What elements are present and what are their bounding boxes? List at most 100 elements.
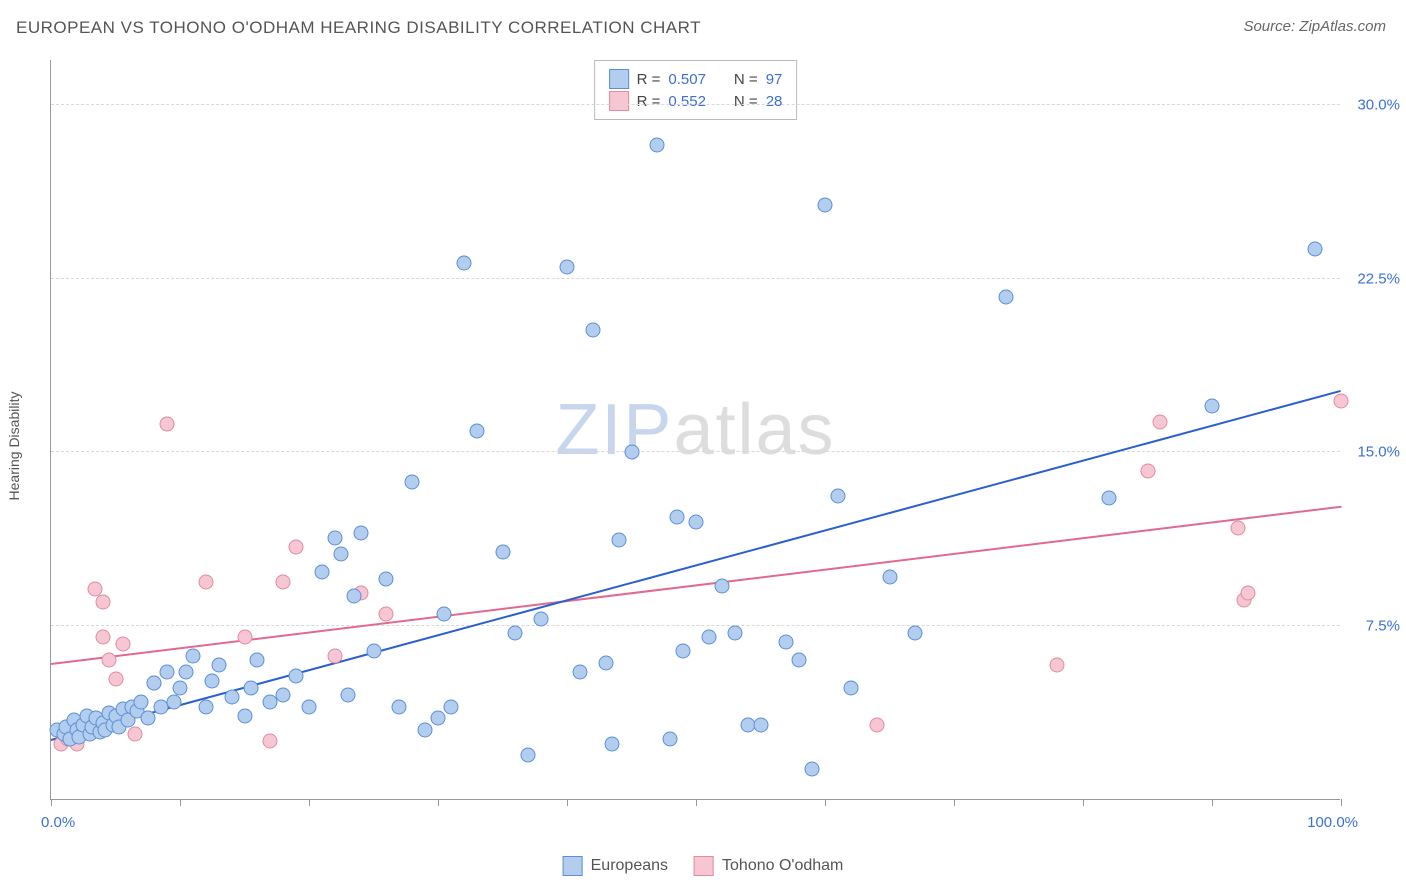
data-point-blue — [173, 681, 188, 696]
legend-swatch — [694, 856, 714, 876]
data-point-blue — [605, 736, 620, 751]
data-point-blue — [250, 653, 265, 668]
data-point-blue — [701, 630, 716, 645]
data-point-blue — [714, 579, 729, 594]
legend-r-value: 0.507 — [668, 71, 706, 88]
data-point-blue — [611, 533, 626, 548]
y-tick-label: 15.0% — [1345, 444, 1400, 461]
data-point-pink — [1334, 394, 1349, 409]
legend-swatch — [609, 91, 629, 111]
plot-area: ZIPatlas R =0.507N =97R =0.552N =28 0.0%… — [50, 60, 1340, 800]
series-legend-item: Europeans — [563, 856, 668, 876]
legend-n-label: N = — [734, 71, 758, 88]
x-axis-min-label: 0.0% — [41, 814, 75, 831]
data-point-pink — [108, 671, 123, 686]
data-point-pink — [1140, 463, 1155, 478]
series-legend-label: Europeans — [591, 857, 668, 875]
data-point-blue — [521, 748, 536, 763]
x-tick — [180, 799, 181, 806]
data-point-blue — [1308, 241, 1323, 256]
data-point-pink — [95, 595, 110, 610]
data-point-pink — [95, 630, 110, 645]
x-tick — [1212, 799, 1213, 806]
data-point-blue — [302, 699, 317, 714]
data-point-blue — [508, 625, 523, 640]
legend-n-value: 28 — [766, 93, 783, 110]
data-point-blue — [185, 648, 200, 663]
data-point-blue — [572, 664, 587, 679]
data-point-blue — [166, 694, 181, 709]
x-axis-max-label: 100.0% — [1307, 814, 1358, 831]
data-point-blue — [366, 644, 381, 659]
data-point-blue — [179, 664, 194, 679]
data-point-blue — [418, 722, 433, 737]
data-point-blue — [205, 674, 220, 689]
data-point-pink — [289, 539, 304, 554]
data-point-blue — [1205, 398, 1220, 413]
data-point-blue — [340, 687, 355, 702]
data-point-blue — [779, 634, 794, 649]
legend-r-label: R = — [637, 71, 661, 88]
data-point-blue — [443, 699, 458, 714]
data-point-pink — [327, 648, 342, 663]
data-point-pink — [1241, 586, 1256, 601]
data-point-pink — [379, 607, 394, 622]
data-point-blue — [431, 711, 446, 726]
data-point-blue — [160, 664, 175, 679]
data-point-blue — [998, 290, 1013, 305]
x-tick — [1083, 799, 1084, 806]
data-point-blue — [495, 544, 510, 559]
y-axis-title: Hearing Disability — [6, 392, 22, 501]
data-point-blue — [276, 687, 291, 702]
x-tick — [309, 799, 310, 806]
data-point-blue — [198, 699, 213, 714]
data-point-blue — [818, 197, 833, 212]
legend-r-value: 0.552 — [668, 93, 706, 110]
data-point-blue — [908, 625, 923, 640]
x-tick — [1341, 799, 1342, 806]
data-point-blue — [456, 255, 471, 270]
data-point-blue — [211, 657, 226, 672]
x-tick — [954, 799, 955, 806]
data-point-blue — [650, 137, 665, 152]
correlation-legend: R =0.507N =97R =0.552N =28 — [594, 60, 798, 120]
source-attribution: Source: ZipAtlas.com — [1243, 18, 1386, 35]
data-point-pink — [869, 718, 884, 733]
data-point-blue — [534, 611, 549, 626]
watermark: ZIPatlas — [555, 389, 835, 471]
data-point-blue — [237, 708, 252, 723]
data-point-pink — [1153, 415, 1168, 430]
data-point-blue — [753, 718, 768, 733]
series-legend: Europeans Tohono O'odham — [563, 856, 844, 876]
data-point-pink — [237, 630, 252, 645]
x-tick — [825, 799, 826, 806]
data-point-blue — [405, 475, 420, 490]
data-point-blue — [353, 526, 368, 541]
data-point-blue — [689, 514, 704, 529]
data-point-blue — [314, 565, 329, 580]
gridline — [51, 625, 1340, 626]
data-point-blue — [437, 607, 452, 622]
x-tick — [696, 799, 697, 806]
data-point-blue — [469, 424, 484, 439]
data-point-blue — [598, 655, 613, 670]
data-point-pink — [102, 653, 117, 668]
data-point-blue — [140, 711, 155, 726]
data-point-blue — [560, 260, 575, 275]
legend-r-label: R = — [637, 93, 661, 110]
data-point-blue — [134, 694, 149, 709]
series-legend-label: Tohono O'odham — [722, 857, 843, 875]
data-point-blue — [334, 546, 349, 561]
data-point-blue — [1101, 491, 1116, 506]
y-tick-label: 7.5% — [1345, 617, 1400, 634]
data-point-blue — [379, 572, 394, 587]
data-point-blue — [843, 681, 858, 696]
data-point-pink — [127, 727, 142, 742]
legend-row: R =0.507N =97 — [609, 69, 783, 89]
data-point-blue — [676, 644, 691, 659]
legend-row: R =0.552N =28 — [609, 91, 783, 111]
data-point-blue — [727, 625, 742, 640]
y-tick-label: 22.5% — [1345, 270, 1400, 287]
data-point-pink — [1230, 521, 1245, 536]
gridline — [51, 104, 1340, 105]
